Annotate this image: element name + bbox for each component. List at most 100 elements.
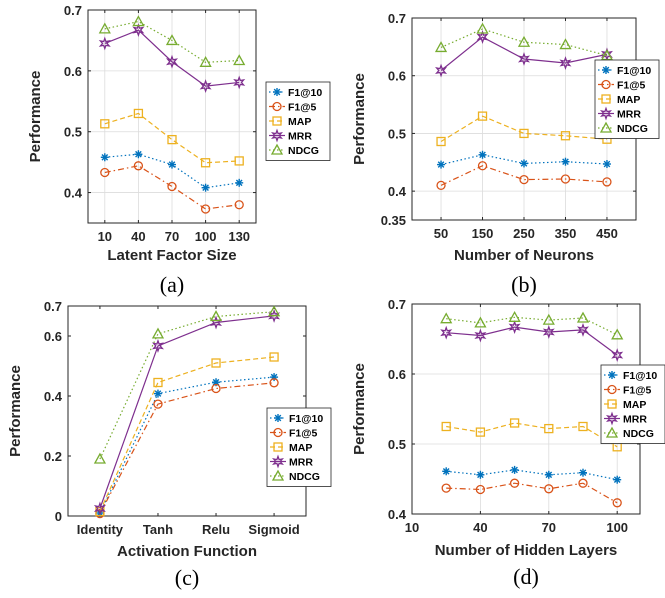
data-point [98, 22, 111, 34]
series-f1-at-10 [437, 150, 611, 169]
data-point [476, 470, 485, 479]
legend-marker [607, 399, 617, 409]
legend-marker [273, 427, 283, 438]
data-point [133, 161, 144, 171]
data-point [211, 383, 221, 394]
series-ndcg [434, 22, 614, 61]
series-line [104, 165, 240, 210]
data-point [475, 484, 486, 495]
data-point [437, 160, 446, 169]
data-point [602, 160, 611, 169]
y-tick-label: 0.7 [64, 3, 82, 18]
legend-marker [271, 469, 285, 481]
panel-caption: (a) [160, 272, 184, 297]
legend-marker [607, 384, 617, 395]
x-tick-label: 100 [606, 520, 628, 535]
data-point [151, 338, 164, 353]
series-f1-at-5 [441, 478, 622, 508]
legend-label: NDCG [617, 123, 648, 135]
data-point [559, 56, 572, 70]
data-point [544, 423, 554, 434]
legend-item: F1@5 [598, 80, 645, 92]
legend-label: F1@5 [288, 102, 316, 114]
data-point [509, 478, 520, 488]
series-line [440, 165, 608, 186]
data-point [267, 305, 281, 317]
legend-label: F1@10 [288, 87, 322, 99]
data-point [100, 153, 109, 162]
ticks: 10 40 70 100 130 0.4 0.5 0.6 0.7 [64, 3, 256, 244]
legend-item: F1@10 [269, 87, 322, 99]
series-f1-at-10 [442, 465, 622, 484]
y-tick-label: 0.35 [381, 213, 406, 228]
data-point [235, 178, 244, 187]
legend-label: F1@5 [623, 385, 651, 397]
series-line [440, 115, 608, 143]
series-line [99, 382, 275, 514]
data-point [520, 159, 528, 168]
data-point [542, 313, 555, 325]
x-tick-label: Identity [77, 522, 124, 537]
y-axis-label: Performance [351, 363, 368, 455]
legend-label: F1@10 [617, 65, 651, 77]
legend-item: MRR [604, 411, 647, 426]
legend-item: MAP [604, 399, 646, 411]
legend-label: F1@5 [289, 428, 317, 440]
y-tick-label: 0.6 [64, 64, 82, 79]
chart-panel-4: 10 40 70 100 0.4 0.5 0.6 0.7 Number of Hidden La… [351, 297, 665, 589]
x-axis-label: Activation Function [117, 543, 257, 560]
x-tick-label: Tanh [143, 522, 173, 537]
ticks: 10 40 70 100 0.4 0.5 0.6 0.7 [388, 297, 640, 535]
data-point [234, 156, 244, 166]
data-point [93, 452, 107, 464]
data-point [269, 352, 279, 362]
legend-label: MAP [617, 94, 640, 106]
legend-item: NDCG [604, 426, 654, 440]
data-point [233, 75, 246, 90]
data-point [201, 183, 210, 192]
series-line [99, 376, 275, 514]
data-point [132, 23, 145, 38]
legend-label: MRR [288, 131, 312, 143]
data-point [167, 181, 177, 192]
x-tick-label: 150 [472, 226, 494, 241]
legend: F1@10 F1@5 MAP MRR NDCG [265, 81, 331, 161]
data-point [578, 421, 588, 432]
legend-marker [599, 121, 613, 133]
legend-marker [274, 414, 282, 422]
data-point [476, 30, 489, 44]
data-point [544, 484, 554, 494]
x-axis-label: Latent Factor Size [107, 247, 236, 264]
data-point [600, 49, 614, 61]
data-point [476, 22, 489, 34]
legend-item: NDCG [269, 143, 319, 157]
data-point [612, 498, 622, 508]
data-point [477, 161, 488, 171]
legend-marker [273, 442, 283, 452]
y-tick-label: 0 [55, 509, 62, 524]
data-point [153, 377, 163, 388]
legend-item: MRR [270, 454, 313, 469]
series-ndcg [98, 15, 246, 67]
y-tick-label: 0.5 [64, 125, 82, 140]
data-point [478, 150, 487, 159]
x-tick-label: 50 [434, 226, 448, 241]
data-point [436, 180, 446, 191]
legend-marker [601, 94, 611, 104]
data-point [209, 310, 223, 322]
legend-item: F1@10 [604, 370, 657, 382]
y-tick-label: 0.4 [64, 186, 83, 201]
legend-marker [605, 411, 619, 426]
legend-marker [272, 116, 282, 126]
x-tick-label: 450 [596, 226, 618, 241]
data-point [519, 174, 529, 185]
data-point [477, 111, 488, 121]
data-point [200, 158, 211, 168]
data-point [517, 52, 531, 66]
series-line [446, 316, 618, 336]
data-point [233, 54, 246, 66]
legend-marker [271, 454, 285, 469]
data-point [93, 501, 106, 516]
data-point [436, 136, 446, 147]
y-tick-label: 0.7 [388, 297, 406, 312]
